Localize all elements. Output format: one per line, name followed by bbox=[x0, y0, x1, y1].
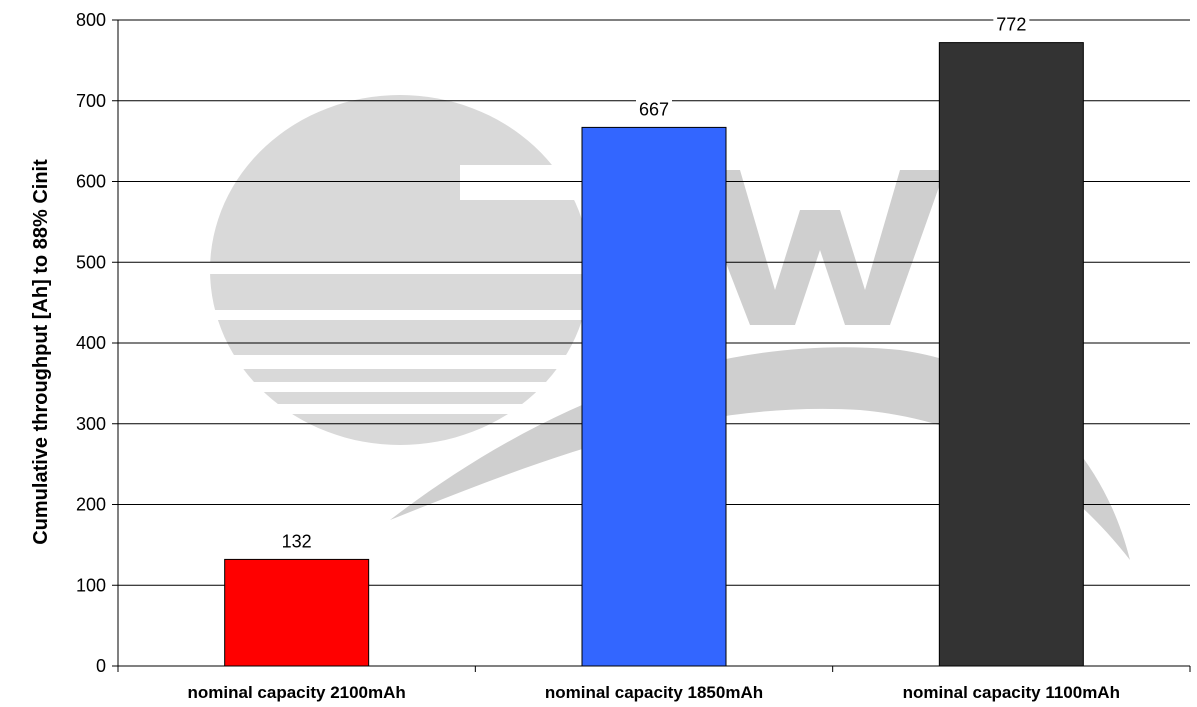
axes bbox=[112, 19, 1191, 672]
data-labels: 132 667 772 bbox=[278, 14, 1030, 552]
bars bbox=[224, 42, 1084, 667]
y-tick-label: 300 bbox=[76, 414, 106, 434]
data-label-background bbox=[993, 14, 1030, 35]
y-tick-label: 100 bbox=[76, 575, 106, 595]
bar bbox=[581, 126, 727, 667]
y-tick-label: 800 bbox=[76, 10, 106, 30]
y-tick-label: 500 bbox=[76, 252, 106, 272]
data-label: 772 bbox=[996, 15, 1026, 35]
data-label-background bbox=[636, 99, 672, 120]
x-tick-label: nominal capacity 1850mAh bbox=[545, 683, 763, 702]
x-tick-label: nominal capacity 1100mAh bbox=[903, 683, 1120, 702]
y-axis-title: Cumulative throughput [Ah] to 88% Cinit bbox=[30, 159, 52, 545]
data-label: 667 bbox=[639, 99, 669, 119]
y-tick-label: 700 bbox=[76, 91, 106, 111]
bar bbox=[938, 42, 1084, 667]
y-tick-label: 600 bbox=[76, 172, 106, 192]
y-tick-label: 0 bbox=[96, 656, 106, 676]
x-tick-label: nominal capacity 2100mAh bbox=[188, 683, 406, 702]
data-label: 132 bbox=[282, 531, 312, 551]
bar bbox=[224, 558, 370, 667]
data-label-background bbox=[278, 531, 315, 552]
y-tick-labels: 0 100 200 300 400 500 600 700 800 bbox=[76, 10, 106, 676]
x-tick-labels: nominal capacity 2100mAh nominal capacity… bbox=[188, 683, 1120, 702]
y-tick-label: 200 bbox=[76, 495, 106, 515]
y-tick-label: 400 bbox=[76, 333, 106, 353]
